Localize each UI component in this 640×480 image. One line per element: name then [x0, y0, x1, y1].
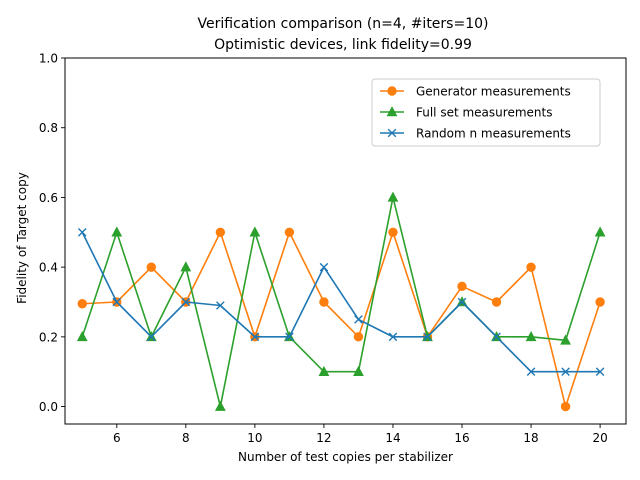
- data-point-random-n-measurements: [77, 227, 87, 237]
- data-point-random-n-measurements: [250, 332, 260, 342]
- legend-label-full-set-measurements: Full set measurements: [416, 106, 552, 120]
- data-point-generator-measurements: [284, 227, 295, 237]
- data-point-generator-measurements: [215, 227, 226, 237]
- x-tick-label: 12: [316, 431, 331, 445]
- y-tick-label: 1.0: [39, 52, 58, 66]
- data-point-full-set-measurements: [76, 330, 88, 342]
- x-tick-label: 20: [592, 431, 607, 445]
- series-random-n-measurements: [77, 227, 605, 377]
- data-point-random-n-measurements: [112, 297, 122, 307]
- series-full-set-measurements: [76, 191, 606, 411]
- data-point-full-set-measurements: [560, 334, 571, 345]
- data-point-generator-measurements: [526, 262, 536, 272]
- data-point-generator-measurements: [353, 332, 364, 342]
- data-point-full-set-measurements: [353, 365, 364, 376]
- y-tick-label: 0.4: [39, 261, 58, 275]
- x-tick-label: 8: [182, 431, 190, 445]
- y-axis-label: Fidelity of Target copy: [15, 172, 29, 304]
- x-tick-label: 10: [247, 431, 262, 445]
- x-tick-label: 18: [523, 431, 538, 445]
- legend-marker-random-n-measurements: [387, 128, 397, 138]
- y-axis-ticks: 0.0 0.2 0.4 0.6 0.8 1.0: [39, 52, 65, 414]
- data-point-random-n-measurements: [354, 315, 363, 324]
- data-point-generator-measurements: [491, 297, 502, 307]
- data-point-generator-measurements: [595, 297, 605, 307]
- data-point-random-n-measurements: [457, 297, 467, 307]
- data-point-random-n-measurements: [216, 301, 225, 310]
- x-axis-label: Number of test copies per stabilizer: [238, 450, 453, 464]
- data-point-full-set-measurements: [525, 330, 537, 342]
- data-point-random-n-measurements: [561, 367, 570, 377]
- data-point-full-set-measurements: [249, 226, 261, 237]
- data-point-random-n-measurements: [423, 332, 432, 342]
- data-point-random-n-measurements: [526, 367, 536, 377]
- data-point-full-set-measurements: [111, 226, 123, 237]
- series-line-random-n-measurements: [81, 231, 601, 373]
- data-point-full-set-measurements: [387, 191, 399, 202]
- data-point-random-n-measurements: [147, 332, 156, 342]
- data-point-full-set-measurements: [180, 261, 192, 272]
- legend-label-random-n-measurements: Random n measurements: [416, 127, 571, 141]
- data-point-full-set-measurements: [318, 365, 330, 376]
- data-point-generator-measurements: [77, 299, 87, 309]
- x-tick-label: 6: [113, 431, 121, 445]
- series-generator-measurements: [77, 227, 605, 412]
- data-point-generator-measurements: [560, 401, 571, 412]
- data-point-random-n-measurements: [595, 367, 605, 377]
- x-axis-ticks: 6 8 10 12 14 16 18 20: [113, 424, 608, 445]
- data-point-random-n-measurements: [492, 332, 501, 342]
- series-line-full-set-measurements: [81, 196, 601, 408]
- data-point-generator-measurements: [457, 281, 467, 292]
- data-point-full-set-measurements: [214, 400, 226, 411]
- chart-title-line-1: Verification comparison (n=4, #iters=10): [198, 16, 489, 32]
- y-tick-label: 0.0: [39, 400, 58, 414]
- data-point-random-n-measurements: [388, 332, 398, 342]
- y-tick-label: 0.6: [39, 191, 58, 205]
- series-line-generator-measurements: [82, 231, 601, 408]
- legend-box: [371, 78, 601, 147]
- data-point-generator-measurements: [146, 262, 157, 272]
- legend-marker-full-set-measurements: [386, 106, 398, 117]
- y-tick-label: 0.2: [39, 330, 58, 344]
- y-tick-label: 0.8: [39, 121, 58, 135]
- x-tick-label: 14: [385, 431, 400, 445]
- data-point-random-n-measurements: [181, 297, 191, 307]
- plot-area: [76, 191, 606, 412]
- legend: Generator measurements Full set measureme…: [371, 78, 601, 147]
- legend-marker-generator-measurements: [387, 86, 397, 96]
- data-point-random-n-measurements: [285, 332, 294, 342]
- data-point-random-n-measurements: [319, 262, 329, 272]
- legend-label-generator-measurements: Generator measurements: [416, 85, 571, 99]
- chart-title-line-2: Optimistic devices, link fidelity=0.99: [214, 37, 472, 53]
- data-point-generator-measurements: [319, 297, 329, 307]
- x-tick-label: 16: [454, 431, 469, 445]
- data-point-generator-measurements: [388, 227, 398, 237]
- plot-frame: [64, 57, 627, 425]
- data-point-full-set-measurements: [594, 226, 606, 237]
